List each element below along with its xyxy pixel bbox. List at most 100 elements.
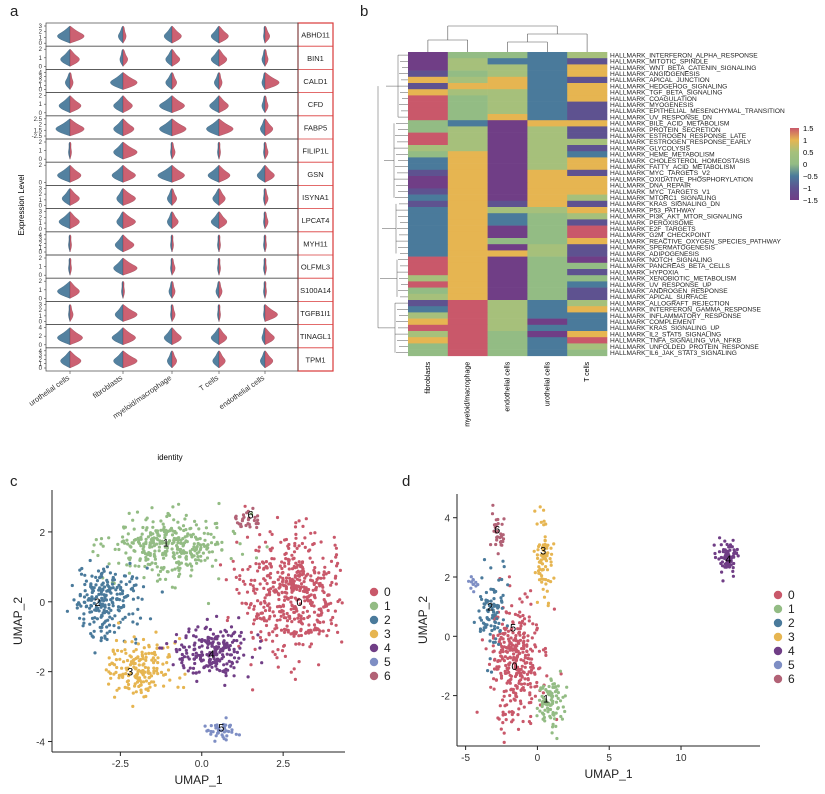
cluster-4-point <box>228 644 232 648</box>
cluster-3-point <box>544 565 548 569</box>
heatmap-cell <box>527 318 568 326</box>
cluster-1-point <box>193 558 198 562</box>
cluster-1-point <box>217 501 221 506</box>
cluster-0-point <box>507 644 511 648</box>
heatmap-cell <box>487 163 528 171</box>
heatmap-cell <box>447 64 488 71</box>
cluster-4-point <box>197 638 201 642</box>
cluster-3-point <box>545 554 549 558</box>
heatmap-cell <box>487 213 528 220</box>
cluster-4-point <box>232 674 236 678</box>
cluster-0-point <box>313 531 317 535</box>
cluster-3-point <box>141 657 145 661</box>
cluster-0-point <box>522 659 526 663</box>
cluster-1-point <box>537 698 542 702</box>
violin-half-group-1 <box>111 164 124 183</box>
cluster-0-point <box>251 584 255 588</box>
cluster-1-point <box>563 709 567 714</box>
cluster-2-point <box>75 606 79 610</box>
cluster-2-point <box>483 602 487 606</box>
violin-y-axis-title: Expression Level <box>17 174 26 235</box>
cluster-4-point <box>178 648 182 652</box>
cluster-label: 2 <box>95 597 101 609</box>
cluster-3-point <box>125 680 129 684</box>
cluster-0-point <box>292 556 296 560</box>
cluster-2-point <box>110 617 114 621</box>
cluster-4-point <box>223 628 227 632</box>
cluster-1-point <box>162 556 166 560</box>
cluster-1-point <box>145 552 149 556</box>
cluster-0-point <box>275 656 279 660</box>
violin-y-tick-label: 2 <box>39 140 43 146</box>
heatmap-cell <box>408 200 449 208</box>
cluster-3-point <box>549 560 553 564</box>
cluster-1-point <box>231 529 235 534</box>
violin-y-tick-label: 1 <box>39 246 43 252</box>
cluster-1-point <box>107 536 111 540</box>
cluster-0-point <box>515 686 519 690</box>
cluster-4-point <box>224 671 228 675</box>
cluster-2-point <box>482 558 487 562</box>
cluster-0-point <box>322 576 326 580</box>
heatmap-cell <box>527 101 568 109</box>
cluster-0-point <box>533 685 537 689</box>
cluster-0-point <box>526 653 531 657</box>
heatmap-cell <box>408 163 449 171</box>
cluster-2-point <box>488 639 492 643</box>
cluster-0-point <box>526 639 530 643</box>
cluster-0-point <box>270 532 274 537</box>
cluster-4-point <box>223 683 227 688</box>
cluster-3-point <box>114 638 119 643</box>
cluster-0-point <box>269 565 273 569</box>
cluster-6-point <box>251 506 255 510</box>
cluster-0-point <box>257 562 261 566</box>
cluster-4-point <box>211 660 215 665</box>
cluster-1-point <box>554 724 558 729</box>
heatmap-cell <box>527 349 568 357</box>
cluster-3-point <box>178 676 182 680</box>
cluster-2-point <box>97 609 101 613</box>
cluster-1-point <box>170 547 174 551</box>
cluster-2-point <box>131 589 136 593</box>
cluster-2-point <box>95 579 100 583</box>
cluster-3-point <box>109 676 113 680</box>
cluster-0-point <box>248 565 252 569</box>
cluster-0-point <box>299 633 303 638</box>
cluster-3-point <box>182 685 186 690</box>
violin-half-group-1 <box>209 95 220 114</box>
cluster-0-point <box>234 575 238 580</box>
cluster-4-point <box>732 561 736 566</box>
cluster-0-point <box>238 574 242 578</box>
heatmap-row-label: HALLMARK_MYC_TARGETS_V2 <box>610 170 710 177</box>
cluster-4-point <box>225 662 229 666</box>
cluster-1-point <box>213 522 217 526</box>
cluster-0-point <box>327 628 331 633</box>
violin-half-group-1 <box>113 95 124 114</box>
cluster-4-point <box>235 639 239 643</box>
cluster-2-point <box>131 597 135 601</box>
cluster-0-point <box>510 627 514 631</box>
legend-swatch <box>369 657 379 667</box>
cluster-6-point <box>498 536 502 540</box>
cluster-3-point <box>536 556 540 561</box>
violin-half-group-2 <box>171 141 176 160</box>
legend-swatch <box>369 601 379 611</box>
cluster-0-point <box>500 622 504 626</box>
cluster-1-point <box>161 528 165 532</box>
heatmap-cell <box>447 101 488 109</box>
cluster-4-point <box>175 650 179 654</box>
cluster-0-point <box>258 533 262 537</box>
heatmap-cell <box>487 281 528 288</box>
violin-half-group-1 <box>211 48 220 67</box>
cluster-4-point <box>232 666 236 670</box>
violin-half-group-1 <box>211 211 220 230</box>
cluster-0-point <box>530 697 534 701</box>
violin-half-group-2 <box>171 25 182 44</box>
cluster-2-point <box>82 621 86 625</box>
cluster-4-point <box>186 669 190 673</box>
violin-half-group-1 <box>57 164 71 183</box>
cluster-3-point <box>539 520 543 524</box>
cluster-1-point <box>542 715 547 720</box>
heatmap-cell <box>447 281 488 288</box>
gene-label: OLFML3 <box>301 263 330 272</box>
